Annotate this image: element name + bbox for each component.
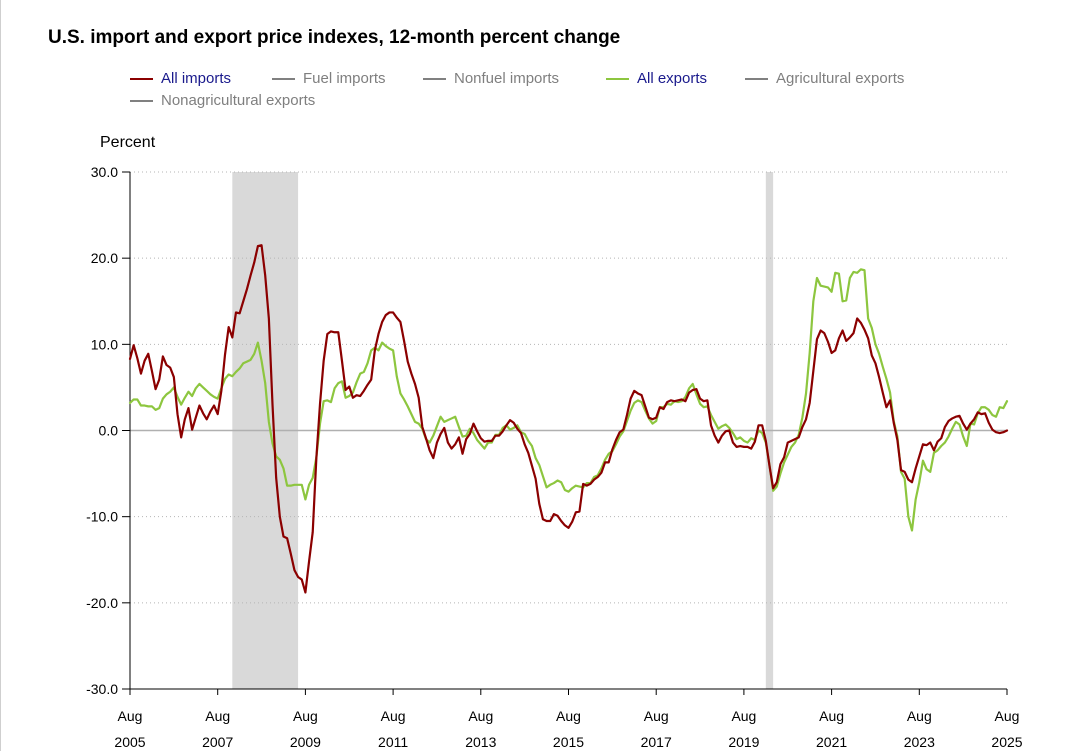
series-line-all-imports (128, 244, 1009, 594)
legend-swatch (130, 77, 153, 80)
legend-item-fuel-imports[interactable]: Fuel imports (272, 70, 386, 87)
x-tick-year: 2017 (641, 734, 672, 750)
legend-swatch (745, 77, 768, 80)
x-tick-year: 2009 (290, 734, 321, 750)
x-tick-year: 2007 (202, 734, 233, 750)
legend-label: Nonagricultural exports (161, 92, 316, 109)
x-tick-year: 2005 (114, 734, 145, 750)
y-tick-label: -10.0 (86, 509, 118, 525)
x-tick-year: 2021 (816, 734, 847, 750)
x-tick-month: Aug (907, 708, 932, 724)
x-tick-month: Aug (995, 708, 1020, 724)
x-tick-year: 2023 (904, 734, 935, 750)
x-tick-year: 2025 (991, 734, 1022, 750)
legend-item-all-exports[interactable]: All exports (606, 70, 707, 87)
chart-title: U.S. import and export price indexes, 12… (48, 27, 621, 48)
legend-label: Nonfuel imports (454, 70, 560, 87)
x-tick-month: Aug (205, 708, 230, 724)
x-tick-month: Aug (293, 708, 318, 724)
y-tick-label: 10.0 (91, 336, 118, 352)
legend-swatch (272, 77, 295, 80)
legend-swatch (423, 77, 446, 80)
x-tick-year: 2011 (378, 734, 408, 750)
x-tick-year: 2015 (553, 734, 584, 750)
y-tick-label: 0.0 (99, 423, 119, 439)
y-tick-label: 20.0 (91, 250, 118, 266)
x-tick-year: 2013 (465, 734, 496, 750)
x-tick-month: Aug (731, 708, 756, 724)
legend-item-nonfuel-imports[interactable]: Nonfuel imports (423, 70, 559, 87)
y-tick-label: 30.0 (91, 164, 118, 180)
x-tick-month: Aug (118, 708, 143, 724)
legend-label: Fuel imports (303, 70, 386, 87)
y-tick-label: -20.0 (86, 595, 118, 611)
legend-item-all-imports[interactable]: All imports (130, 70, 231, 87)
x-tick-year: 2019 (728, 734, 759, 750)
x-tick-month: Aug (556, 708, 581, 724)
y-axis-label: Percent (100, 134, 156, 151)
legend-swatch (606, 77, 629, 80)
legend-label: All imports (161, 70, 232, 87)
legend-label: All exports (637, 70, 708, 87)
legend-item-nonagricultural-exports[interactable]: Nonagricultural exports (130, 92, 315, 109)
x-tick-month: Aug (819, 708, 844, 724)
x-tick-month: Aug (468, 708, 493, 724)
x-tick-month: Aug (644, 708, 669, 724)
x-tick-month: Aug (381, 708, 406, 724)
y-tick-label: -30.0 (86, 681, 118, 697)
frame-border (0, 0, 1, 751)
legend-item-agricultural-exports[interactable]: Agricultural exports (745, 70, 904, 87)
legend-swatch (130, 99, 153, 102)
legend-label: Agricultural exports (776, 70, 905, 87)
